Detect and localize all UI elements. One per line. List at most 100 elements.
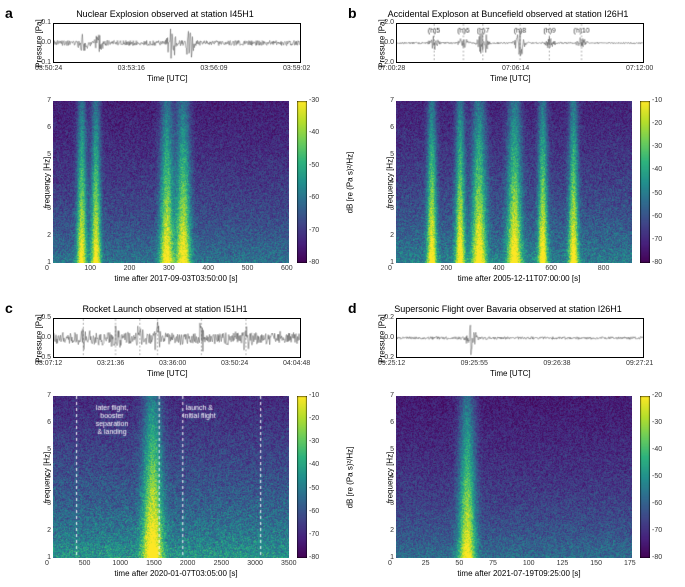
wf-xlabel: Time [UTC] bbox=[147, 74, 188, 83]
sp-xtick: 75 bbox=[489, 560, 497, 567]
sp-xtick: 3000 bbox=[247, 560, 263, 567]
wf-ylabel: Pressure [Pa] bbox=[378, 314, 387, 362]
wf-xtick: 09:27:21 bbox=[626, 360, 653, 367]
sp-xtick: 600 bbox=[545, 265, 557, 272]
sp-xlabel: time after 2020-01-07T03:05:00 [s] bbox=[91, 569, 261, 578]
cb-tick: -40 bbox=[652, 446, 662, 453]
cb-tick: -30 bbox=[309, 97, 319, 104]
panel-a: aNuclear Explosion observed at station I… bbox=[5, 5, 335, 290]
wf-ylabel: Pressure [Pa] bbox=[35, 314, 44, 362]
cb-tick: -70 bbox=[652, 236, 662, 243]
cb-tick: -30 bbox=[652, 143, 662, 150]
waveform-plot bbox=[396, 318, 644, 358]
wf-xtick: 03:21:36 bbox=[97, 360, 124, 367]
wf-xtick: 03:53:16 bbox=[118, 65, 145, 72]
colorbar bbox=[297, 396, 307, 558]
sp-ylabel: frequency [Hz] bbox=[42, 157, 51, 209]
panel-title: Accidental Exploson at Buncefield observ… bbox=[378, 9, 638, 19]
sp-ytick: 2 bbox=[47, 527, 51, 534]
wf-xtick: 09:26:38 bbox=[543, 360, 570, 367]
cb-tick: -50 bbox=[652, 473, 662, 480]
cb-tick: -80 bbox=[309, 554, 319, 561]
waveform-plot bbox=[53, 23, 301, 63]
waveform-plot bbox=[396, 23, 644, 63]
sp-xlabel: time after 2017-09-03T03:50:00 [s] bbox=[91, 274, 261, 283]
sp-ytick: 6 bbox=[390, 124, 394, 131]
sp-xtick: 2000 bbox=[180, 560, 196, 567]
sp-xtick: 150 bbox=[590, 560, 602, 567]
sp-ytick: 7 bbox=[390, 392, 394, 399]
cb-tick: -20 bbox=[309, 415, 319, 422]
cb-tick: -70 bbox=[309, 531, 319, 538]
panel-title: Nuclear Explosion observed at station I4… bbox=[35, 9, 295, 19]
cb-tick: -20 bbox=[652, 392, 662, 399]
sp-xtick: 50 bbox=[455, 560, 463, 567]
sp-xlabel: time after 2021-07-19T09:25:00 [s] bbox=[434, 569, 604, 578]
sp-ytick: 2 bbox=[390, 232, 394, 239]
sp-xtick: 0 bbox=[45, 265, 49, 272]
panel-b: b Accidental Exploson at Buncefield obser… bbox=[348, 5, 678, 290]
sp-xtick: 25 bbox=[422, 560, 430, 567]
panel-title: Supersonic Flight over Bavaria observed … bbox=[378, 304, 638, 314]
sp-ylabel: frequency [Hz] bbox=[385, 452, 394, 504]
panel-title: Rocket Launch observed at station I51H1 bbox=[35, 304, 295, 314]
panel-label: d bbox=[348, 300, 357, 316]
cb-tick: -60 bbox=[309, 194, 319, 201]
sp-xtick: 100 bbox=[523, 560, 535, 567]
wf-xtick: 03:56:09 bbox=[200, 65, 227, 72]
wf-xtick: 03:50:24 bbox=[221, 360, 248, 367]
cb-tick: -40 bbox=[309, 129, 319, 136]
wf-xtick: 09:25:55 bbox=[461, 360, 488, 367]
wf-xtick: 07:12:00 bbox=[626, 65, 653, 72]
wf-ylabel: Pressure [Pa] bbox=[35, 19, 44, 67]
sp-ytick: 6 bbox=[390, 419, 394, 426]
sp-ytick: 7 bbox=[47, 392, 51, 399]
sp-xtick: 200 bbox=[124, 265, 136, 272]
panel-label: b bbox=[348, 5, 357, 21]
spectrogram-plot bbox=[53, 101, 289, 263]
colorbar bbox=[297, 101, 307, 263]
sp-ylabel: frequency [Hz] bbox=[385, 157, 394, 209]
wf-xtick: 07:06:14 bbox=[502, 65, 529, 72]
spectrogram-plot bbox=[396, 101, 632, 263]
wf-xtick: 04:04:48 bbox=[283, 360, 310, 367]
sp-xtick: 500 bbox=[242, 265, 254, 272]
cb-tick: -10 bbox=[652, 97, 662, 104]
sp-xtick: 0 bbox=[388, 560, 392, 567]
sp-xtick: 200 bbox=[440, 265, 452, 272]
panel-label: c bbox=[5, 300, 13, 316]
wf-xlabel: Time [UTC] bbox=[147, 369, 188, 378]
sp-ytick: 7 bbox=[47, 97, 51, 104]
wf-xlabel: Time [UTC] bbox=[490, 74, 531, 83]
sp-xtick: 800 bbox=[598, 265, 610, 272]
sp-xtick: 400 bbox=[493, 265, 505, 272]
spectrogram-plot bbox=[396, 396, 632, 558]
sp-xtick: 3500 bbox=[281, 560, 297, 567]
colorbar bbox=[640, 101, 650, 263]
sp-xtick: 0 bbox=[388, 265, 392, 272]
cb-tick: -10 bbox=[309, 392, 319, 399]
cb-tick: -60 bbox=[309, 508, 319, 515]
sp-xtick: 100 bbox=[84, 265, 96, 272]
waveform-plot bbox=[53, 318, 301, 358]
sp-xtick: 500 bbox=[79, 560, 91, 567]
sp-xtick: 300 bbox=[163, 265, 175, 272]
wf-xtick: 03:36:00 bbox=[159, 360, 186, 367]
sp-xtick: 400 bbox=[202, 265, 214, 272]
sp-xtick: 125 bbox=[557, 560, 569, 567]
panel-c: c Rocket Launch observed at station I51H1… bbox=[5, 300, 335, 585]
cb-tick: -30 bbox=[652, 419, 662, 426]
spectrogram-plot bbox=[53, 396, 289, 558]
sp-xtick: 1000 bbox=[112, 560, 128, 567]
sp-ytick: 2 bbox=[47, 232, 51, 239]
panel-d: d Supersonic Flight over Bavaria observed… bbox=[348, 300, 678, 585]
sp-xtick: 2500 bbox=[214, 560, 230, 567]
cb-tick: -80 bbox=[309, 259, 319, 266]
sp-ytick: 6 bbox=[47, 124, 51, 131]
sp-xlabel: time after 2005-12-11T07:00:00 [s] bbox=[434, 274, 604, 283]
cb-tick: -50 bbox=[309, 485, 319, 492]
wf-ylabel: Pressure [Pa] bbox=[378, 19, 387, 67]
sp-ylabel: frequency [Hz] bbox=[42, 452, 51, 504]
cb-tick: -50 bbox=[309, 162, 319, 169]
cb-tick: -60 bbox=[652, 213, 662, 220]
